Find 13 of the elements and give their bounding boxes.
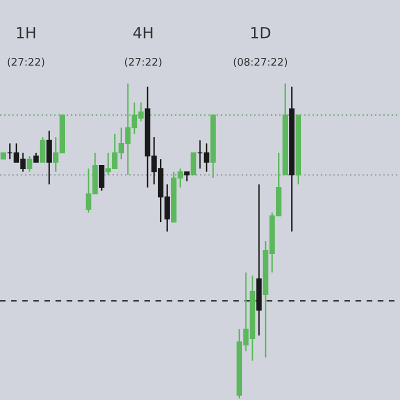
- candlestick: [190, 152, 196, 176]
- candlestick: [184, 171, 190, 182]
- text: 4H: [133, 27, 152, 38]
- candlestick: [33, 152, 39, 163]
- candlestick: [40, 136, 46, 163]
- candlestick: [26, 155, 32, 172]
- text: (27:22): [125, 58, 162, 68]
- text: (27:22): [8, 58, 44, 68]
- text: 1D: [251, 27, 270, 38]
- candlestick: [98, 164, 104, 192]
- text: 1H: [17, 27, 36, 38]
- candlestick: [46, 130, 52, 186]
- text: (08:27:22): [234, 58, 287, 68]
